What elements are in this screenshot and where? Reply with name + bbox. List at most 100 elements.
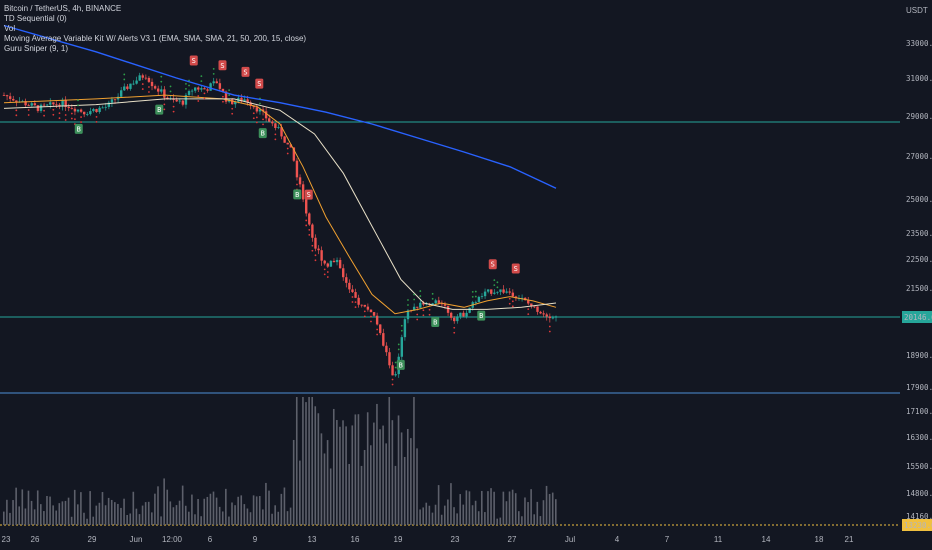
td-dot xyxy=(351,296,354,298)
x-tick-label: Jul xyxy=(565,535,575,544)
candle-body xyxy=(527,300,530,304)
volume-bar xyxy=(209,493,212,525)
volume-bar xyxy=(305,402,307,525)
volume-bar xyxy=(468,491,471,525)
td-dot xyxy=(508,302,511,305)
sell-marker xyxy=(189,55,198,66)
candle-body xyxy=(147,77,151,82)
volume-bar xyxy=(175,505,178,525)
volume-bar xyxy=(200,516,202,525)
candle-body xyxy=(268,118,271,122)
candle-body xyxy=(425,303,428,305)
horizontal-levels xyxy=(0,121,900,526)
last-price-label: 20146.62 xyxy=(904,313,932,322)
td-dot xyxy=(259,102,261,105)
volume-bar xyxy=(243,504,246,525)
td-dot xyxy=(255,116,258,119)
candle-body xyxy=(490,289,493,294)
chart-legend: Bitcoin / TetherUS, 4h, BINANCE TD Seque… xyxy=(4,4,306,54)
volume-bar xyxy=(302,397,304,525)
volume-bar xyxy=(262,509,264,525)
td-dot xyxy=(305,219,308,222)
candle-body xyxy=(184,94,188,105)
candle-body xyxy=(554,316,558,318)
guru-sniper-label[interactable]: Guru Sniper (9, 1) xyxy=(4,44,69,53)
candle-body xyxy=(375,315,379,325)
td-dot xyxy=(527,308,530,311)
volume-bar xyxy=(120,507,122,525)
volume-bar xyxy=(277,511,280,525)
volume-bar xyxy=(21,489,24,525)
td-dot xyxy=(80,121,82,123)
candle-body xyxy=(369,309,373,313)
td-dot xyxy=(231,112,234,115)
volume-bar xyxy=(422,507,424,525)
x-tick-label: 9 xyxy=(253,535,258,544)
volume-bar xyxy=(24,508,27,525)
x-tick-label: 6 xyxy=(208,535,213,544)
volume-bar xyxy=(181,485,184,525)
candle-body xyxy=(197,87,200,90)
volume-bar xyxy=(434,504,437,525)
volume-bar xyxy=(443,505,446,525)
volume-bar xyxy=(533,514,536,525)
volume-bar xyxy=(194,514,196,525)
axis-unit: USDT xyxy=(906,6,928,15)
candle-body xyxy=(372,312,376,316)
td-dot xyxy=(326,276,329,278)
td-dot xyxy=(511,300,514,303)
td-dot xyxy=(123,78,126,81)
td-dot xyxy=(197,100,200,102)
volume-bar xyxy=(240,495,243,525)
candle-body xyxy=(252,105,255,108)
candle-body xyxy=(246,99,249,103)
candle-body xyxy=(86,114,89,115)
candle-body xyxy=(382,333,385,346)
candle-body xyxy=(533,306,536,308)
td-dot xyxy=(52,113,55,116)
x-tick-label: 23 xyxy=(451,535,460,544)
td-dot xyxy=(422,309,425,312)
volume-bar xyxy=(203,498,206,525)
volume-bar xyxy=(271,513,273,525)
candle-body xyxy=(354,292,357,298)
candle-body xyxy=(342,268,345,278)
volume-bar xyxy=(447,499,449,525)
td-dot xyxy=(188,79,190,82)
x-tick-label: 13 xyxy=(308,535,317,544)
candle-body xyxy=(231,99,234,105)
candle-body xyxy=(403,319,407,338)
volume-bar xyxy=(3,511,5,525)
price-axis[interactable]: USDT 33000.00 31000.00 29000.00 27000.00 2500… xyxy=(902,6,932,531)
candle-body xyxy=(92,109,95,112)
volume-bar xyxy=(172,507,175,525)
volume-bar xyxy=(129,513,132,525)
td-dot xyxy=(70,117,73,120)
volume-bar xyxy=(160,516,162,525)
volume-label[interactable]: Vol xyxy=(4,24,16,33)
candle-body xyxy=(345,277,348,283)
td-dot xyxy=(77,99,79,102)
volume-bar xyxy=(246,508,249,525)
candle-body xyxy=(496,291,499,293)
volume-bar xyxy=(77,504,79,525)
sell-marker-label: S xyxy=(491,261,495,269)
ma-kit-label[interactable]: Moving Average Variable Kit W/ Alerts V3… xyxy=(4,34,307,43)
candle-body xyxy=(178,100,181,102)
volume-bar xyxy=(52,505,54,525)
y-tick-label: 16300.00 xyxy=(906,433,932,442)
volume-bar xyxy=(98,502,101,525)
candle-body xyxy=(311,224,314,238)
candle-body xyxy=(459,312,462,317)
volume-bar xyxy=(499,517,502,525)
candle-body xyxy=(462,312,465,317)
time-axis[interactable]: 23 26 29 Jun 12:00 6 9 13 16 19 23 27 Jul 4 7 11 14 18 21 xyxy=(2,535,854,544)
candle-body xyxy=(156,88,160,92)
td-dot xyxy=(286,147,289,150)
volume-bar xyxy=(555,499,557,525)
volume-bar xyxy=(64,500,67,525)
td-dot xyxy=(52,108,55,111)
symbol-title[interactable]: Bitcoin / TetherUS, 4h, BINANCE xyxy=(4,4,122,13)
td-sequential-label[interactable]: TD Sequential (0) xyxy=(4,14,67,23)
